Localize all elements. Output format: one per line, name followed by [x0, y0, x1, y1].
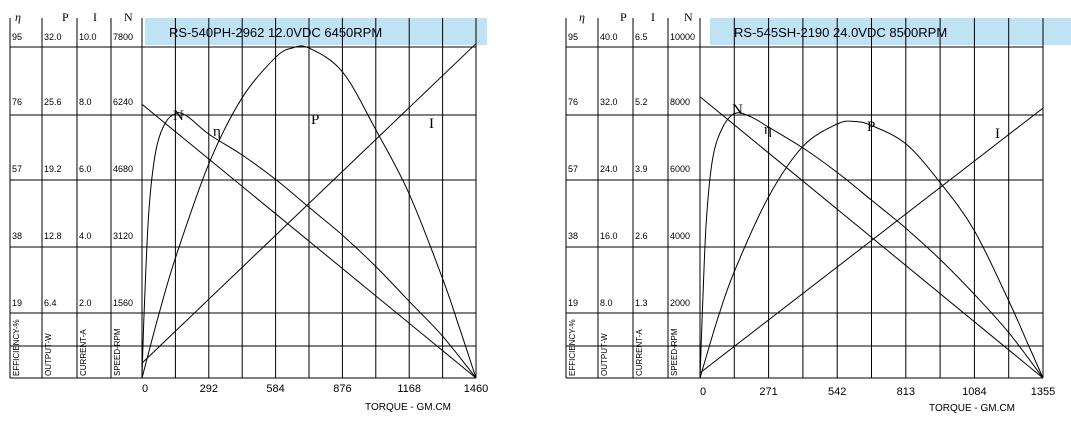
chart-1-efficiency-tick-0: 95	[12, 32, 22, 42]
chart-1-x-tick-2: 584	[266, 383, 284, 395]
chart-2-current-tick-3: 2.6	[635, 231, 648, 241]
chart-2-speed-tick-0: 10000	[670, 32, 695, 42]
chart-2-column-header-2: I	[651, 10, 655, 24]
chart-2-curve-label-N: N	[732, 102, 743, 118]
chart-1-x-axis-label: TORQUE - GM.CM	[365, 402, 451, 413]
chart-1-x-tick-0: 0	[142, 383, 148, 395]
chart-1-column-header-0: η	[15, 10, 21, 24]
chart-2-x-tick-1: 271	[759, 386, 777, 398]
chart-1-curve-label-N: N	[173, 108, 184, 124]
chart-2-x-tick-2: 542	[828, 386, 846, 398]
chart-2-current-tick-2: 3.9	[635, 164, 648, 174]
chart-1-current-tick-3: 4.0	[79, 231, 92, 241]
chart-1-series-I-line	[141, 43, 477, 364]
chart-2-column-header-1: P	[620, 10, 627, 24]
chart-1-efficiency-tick-3: 38	[12, 231, 22, 241]
chart-1-column-header-3: N	[124, 10, 133, 24]
chart-2-x-tick-3: 813	[897, 386, 915, 398]
chart-1-output-tick-1: 25.6	[44, 97, 62, 107]
chart-2-efficiency-tick-3: 38	[568, 231, 578, 241]
chart-1-speed-tick-4: 1560	[113, 298, 133, 308]
chart-1-curve-label-eta: η	[213, 124, 221, 140]
chart-2-efficiency-tick-2: 57	[568, 164, 578, 174]
chart-1-current-tick-0: 10.0	[79, 32, 97, 42]
chart-2-series-P-line	[699, 120, 1044, 379]
chart-2-output-tick-2: 24.0	[600, 164, 618, 174]
chart-2-x-axis-label: TORQUE - GM.CM	[929, 403, 1015, 414]
chart-2-series-N-line	[699, 96, 1044, 379]
chart-2-current-tick-0: 6.5	[635, 32, 648, 42]
chart-1-current-tick-4: 2.0	[79, 298, 92, 308]
chart-2-efficiency-tick-0: 95	[568, 32, 578, 42]
chart-2-curve-label-eta: η	[764, 122, 772, 138]
chart-2-efficiency-tick-4: 19	[568, 298, 578, 308]
chart-2-axis-title-3: SPEED-RPM	[670, 328, 679, 376]
chart-1-series-P-line	[141, 45, 477, 379]
chart-2-output-tick-1: 32.0	[600, 97, 618, 107]
chart-1-x-tick-5: 1460	[464, 383, 488, 395]
chart-2-x-tick-5: 1355	[1031, 386, 1055, 398]
chart-2-speed-tick-2: 6000	[670, 164, 690, 174]
chart-1-efficiency-tick-4: 19	[12, 298, 22, 308]
chart-2-axis-title-0: EFFICIENCY-%	[568, 319, 577, 376]
chart-1-axis-title-2: CURRENT-A	[79, 329, 88, 376]
chart-1-speed-tick-1: 6240	[113, 97, 133, 107]
chart-1-axis-title-3: SPEED-RPM	[113, 328, 122, 376]
chart-2-column-header-3: N	[684, 10, 693, 24]
chart-2-output-tick-4: 8.0	[600, 298, 613, 308]
chart-1-speed-tick-3: 3120	[113, 231, 133, 241]
chart-1-curve-label-P: P	[311, 112, 319, 128]
chart-2-current-tick-4: 1.3	[635, 298, 648, 308]
chart-2-curve-label-I: I	[995, 126, 1000, 142]
chart-2-axis-title-2: CURRENT-A	[635, 329, 644, 376]
chart-1-series-eta-line	[141, 112, 477, 379]
chart-1-curve-label-I: I	[429, 116, 434, 132]
chart-2-x-tick-4: 1084	[962, 386, 986, 398]
chart-2-speed-tick-1: 8000	[670, 97, 690, 107]
chart-1-axis-title-1: OUTPUT-W	[44, 333, 53, 376]
chart-2-curve-label-P: P	[867, 119, 875, 135]
chart-1-output-tick-0: 32.0	[44, 32, 62, 42]
chart-2-axis-title-1: OUTPUT-W	[600, 333, 609, 376]
chart-1-series-N-line	[141, 103, 477, 379]
chart-1-current-tick-2: 6.0	[79, 164, 92, 174]
chart-1-x-tick-4: 1168	[397, 383, 421, 395]
chart-2-speed-tick-4: 2000	[670, 298, 690, 308]
chart-1-current-tick-1: 8.0	[79, 97, 92, 107]
chart-1-x-tick-1: 292	[200, 383, 218, 395]
chart-1-speed-tick-2: 4680	[113, 164, 133, 174]
chart-1-axis-title-0: EFFICIENCY-%	[12, 319, 21, 376]
chart-2-series-eta-line	[699, 112, 1044, 379]
chart-2-title: RS-545SH-2190 24.0VDC 8500RPM	[734, 25, 947, 40]
chart-1-title-band	[145, 18, 487, 45]
chart-1-column-header-2: I	[93, 10, 97, 24]
chart-2-speed-tick-3: 4000	[670, 231, 690, 241]
chart-1-output-tick-2: 19.2	[44, 164, 62, 174]
chart-2-output-tick-3: 16.0	[600, 231, 618, 241]
chart-1-column-header-1: P	[62, 10, 69, 24]
chart-2-series-I-line	[699, 107, 1044, 374]
chart-1-output-tick-3: 12.8	[44, 231, 62, 241]
chart-1-output-tick-4: 6.4	[44, 298, 57, 308]
chart-2-title-band	[710, 18, 1071, 45]
chart-2-output-tick-0: 40.0	[600, 32, 618, 42]
chart-1-x-tick-3: 876	[333, 383, 351, 395]
chart-2-x-tick-0: 0	[700, 386, 706, 398]
chart-2-efficiency-tick-1: 76	[568, 97, 578, 107]
chart-1-efficiency-tick-1: 76	[12, 97, 22, 107]
chart-1-efficiency-tick-2: 57	[12, 164, 22, 174]
chart-2-column-header-0: η	[579, 10, 585, 24]
chart-2-current-tick-1: 5.2	[635, 97, 648, 107]
chart-1-speed-tick-0: 7800	[113, 32, 133, 42]
